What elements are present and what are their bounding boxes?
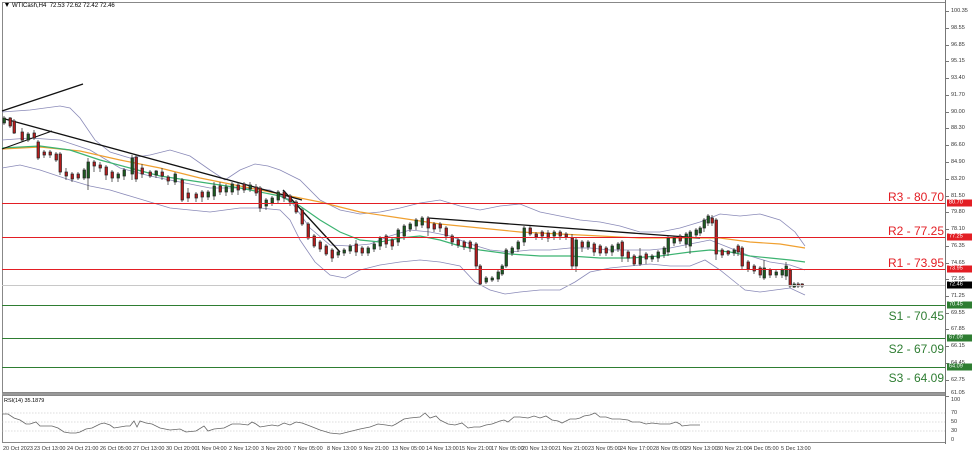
current-price-tag: 72.46 (947, 281, 972, 289)
price-tick-label: 83.20 (951, 176, 965, 182)
time-tick-label: 23 Nov 05:00 (588, 446, 621, 452)
pane-separator[interactable] (2, 393, 945, 395)
price-tick-label: 95.15 (951, 58, 965, 64)
r3-price-tag: 80.70 (947, 199, 972, 207)
price-tick-label: 79.80 (951, 209, 965, 215)
time-tick-label: 27 Oct 13:00 (133, 446, 165, 452)
price-tick-label: 93.40 (951, 75, 965, 81)
s3-price-tag: 64.09 (947, 363, 972, 371)
price-tick-label: 66.15 (951, 343, 965, 349)
time-tick-label: 15 Nov 21:00 (459, 446, 492, 452)
trendline-steep (282, 189, 341, 253)
rsi-tick-label: 30 (951, 428, 958, 434)
time-tick-label: 5 Dec 13:00 (781, 446, 811, 452)
time-tick-label: 7 Nov 05:00 (293, 446, 323, 452)
price-tick-label: 84.90 (951, 159, 965, 165)
rsi-tick-label: 50 (951, 419, 958, 425)
time-tick-label: 28 Nov 05:00 (653, 446, 686, 452)
trendline-falling (4, 118, 303, 201)
price-tick-label: 86.60 (951, 142, 965, 148)
time-tick-label: 21 Nov 21:00 (555, 446, 588, 452)
price-tick-label: 81.50 (951, 193, 965, 199)
price-tick-label: 88.30 (951, 125, 965, 131)
price-plot (1, 83, 806, 296)
time-tick-label: 29 Nov 13:00 (685, 446, 718, 452)
r2-line[interactable] (2, 237, 945, 238)
time-tick-label: 24 Nov 17:00 (620, 446, 653, 452)
time-tick-label: 20 Oct 2023 (3, 446, 33, 452)
time-tick-label: 30 Oct 20:00 (166, 446, 198, 452)
time-tick-label: 14 Nov 13:00 (426, 446, 459, 452)
trendline-horizontal (427, 217, 701, 239)
time-tick-label: 30 Nov 21:00 (717, 446, 750, 452)
time-tick-label: 24 Oct 21:00 (67, 446, 99, 452)
price-pane[interactable] (2, 2, 945, 393)
price-tick-label: 90.00 (951, 109, 965, 115)
price-tick-label: 61.05 (951, 390, 965, 396)
current-price-line (2, 285, 945, 286)
s2-price-tag: 67.09 (947, 334, 972, 342)
bollinger-middle (1, 137, 806, 271)
price-tick-label: 96.85 (951, 42, 965, 48)
rsi-title: RSI(14) 35.1879 (4, 398, 45, 404)
ma-fast-line (1, 145, 806, 263)
r3-label: R3 - 80.70 (887, 190, 944, 204)
time-tick-label: 2 Nov 12:00 (229, 446, 259, 452)
r2-price-tag: 77.25 (947, 233, 972, 241)
r1-price-tag: 73.95 (947, 265, 972, 273)
rsi-tick-label: 70 (951, 410, 958, 416)
time-tick-label: 26 Oct 05:00 (100, 446, 132, 452)
time-tick-label: 1 Nov 04:00 (197, 446, 227, 452)
s1-label: S1 - 70.45 (888, 309, 944, 323)
rsi-tick-label: 0 (951, 437, 955, 443)
price-tick-label: 100.35 (951, 8, 968, 14)
s2-label: S2 - 67.09 (888, 342, 944, 356)
s2-line[interactable] (2, 338, 945, 339)
r2-label: R2 - 77.25 (887, 224, 944, 238)
candles (2, 116, 804, 288)
rsi-pane[interactable] (2, 395, 945, 443)
time-tick-label: 9 Nov 21:00 (359, 446, 389, 452)
price-tick-label: 64.45 (951, 360, 965, 366)
s3-label: S3 - 64.09 (888, 371, 944, 385)
price-tick-label: 98.55 (951, 25, 965, 31)
time-tick-label: 17 Nov 05:00 (491, 446, 524, 452)
s1-line[interactable] (2, 305, 945, 306)
price-tick-label: 72.95 (951, 276, 965, 282)
time-tick-label: 23 Oct 13:00 (34, 446, 66, 452)
s3-line[interactable] (2, 367, 945, 368)
ohlc-values: 72.53 72.62 72.42 72.46 (49, 3, 115, 9)
collapse-triangle-icon[interactable] (5, 3, 9, 8)
time-tick-label: 8 Nov 13:00 (327, 446, 357, 452)
price-axis-line (945, 0, 946, 444)
r3-line[interactable] (2, 203, 945, 204)
price-tick-label: 69.55 (951, 310, 965, 316)
bollinger-lower (1, 164, 806, 296)
r1-line[interactable] (2, 269, 945, 270)
price-tick-label: 67.85 (951, 326, 965, 332)
symbol-timeframe: WTICash,H4 (12, 3, 47, 9)
time-tick-label: 13 Nov 05:00 (392, 446, 425, 452)
price-tick-label: 71.25 (951, 293, 965, 299)
bollinger-upper (1, 105, 806, 247)
price-tick-label: 91.70 (951, 92, 965, 98)
rsi-tick-label: 100 (951, 397, 961, 403)
time-tick-label: 3 Nov 20:00 (261, 446, 291, 452)
price-tick-label: 62.75 (951, 377, 965, 383)
trendline-upper (1, 83, 84, 112)
time-tick-label: 4 Dec 05:00 (749, 446, 779, 452)
time-tick-label: 20 Nov 13:00 (522, 446, 555, 452)
chart-title: WTICash,H4 72.53 72.62 72.42 72.46 (5, 3, 115, 9)
r1-label: R1 - 73.95 (887, 256, 944, 270)
price-tick-label: 74.65 (951, 260, 965, 266)
price-tick-label: 76.35 (951, 243, 965, 249)
price-tick-label: 78.10 (951, 226, 965, 232)
s1-price-tag: 70.45 (947, 301, 972, 309)
